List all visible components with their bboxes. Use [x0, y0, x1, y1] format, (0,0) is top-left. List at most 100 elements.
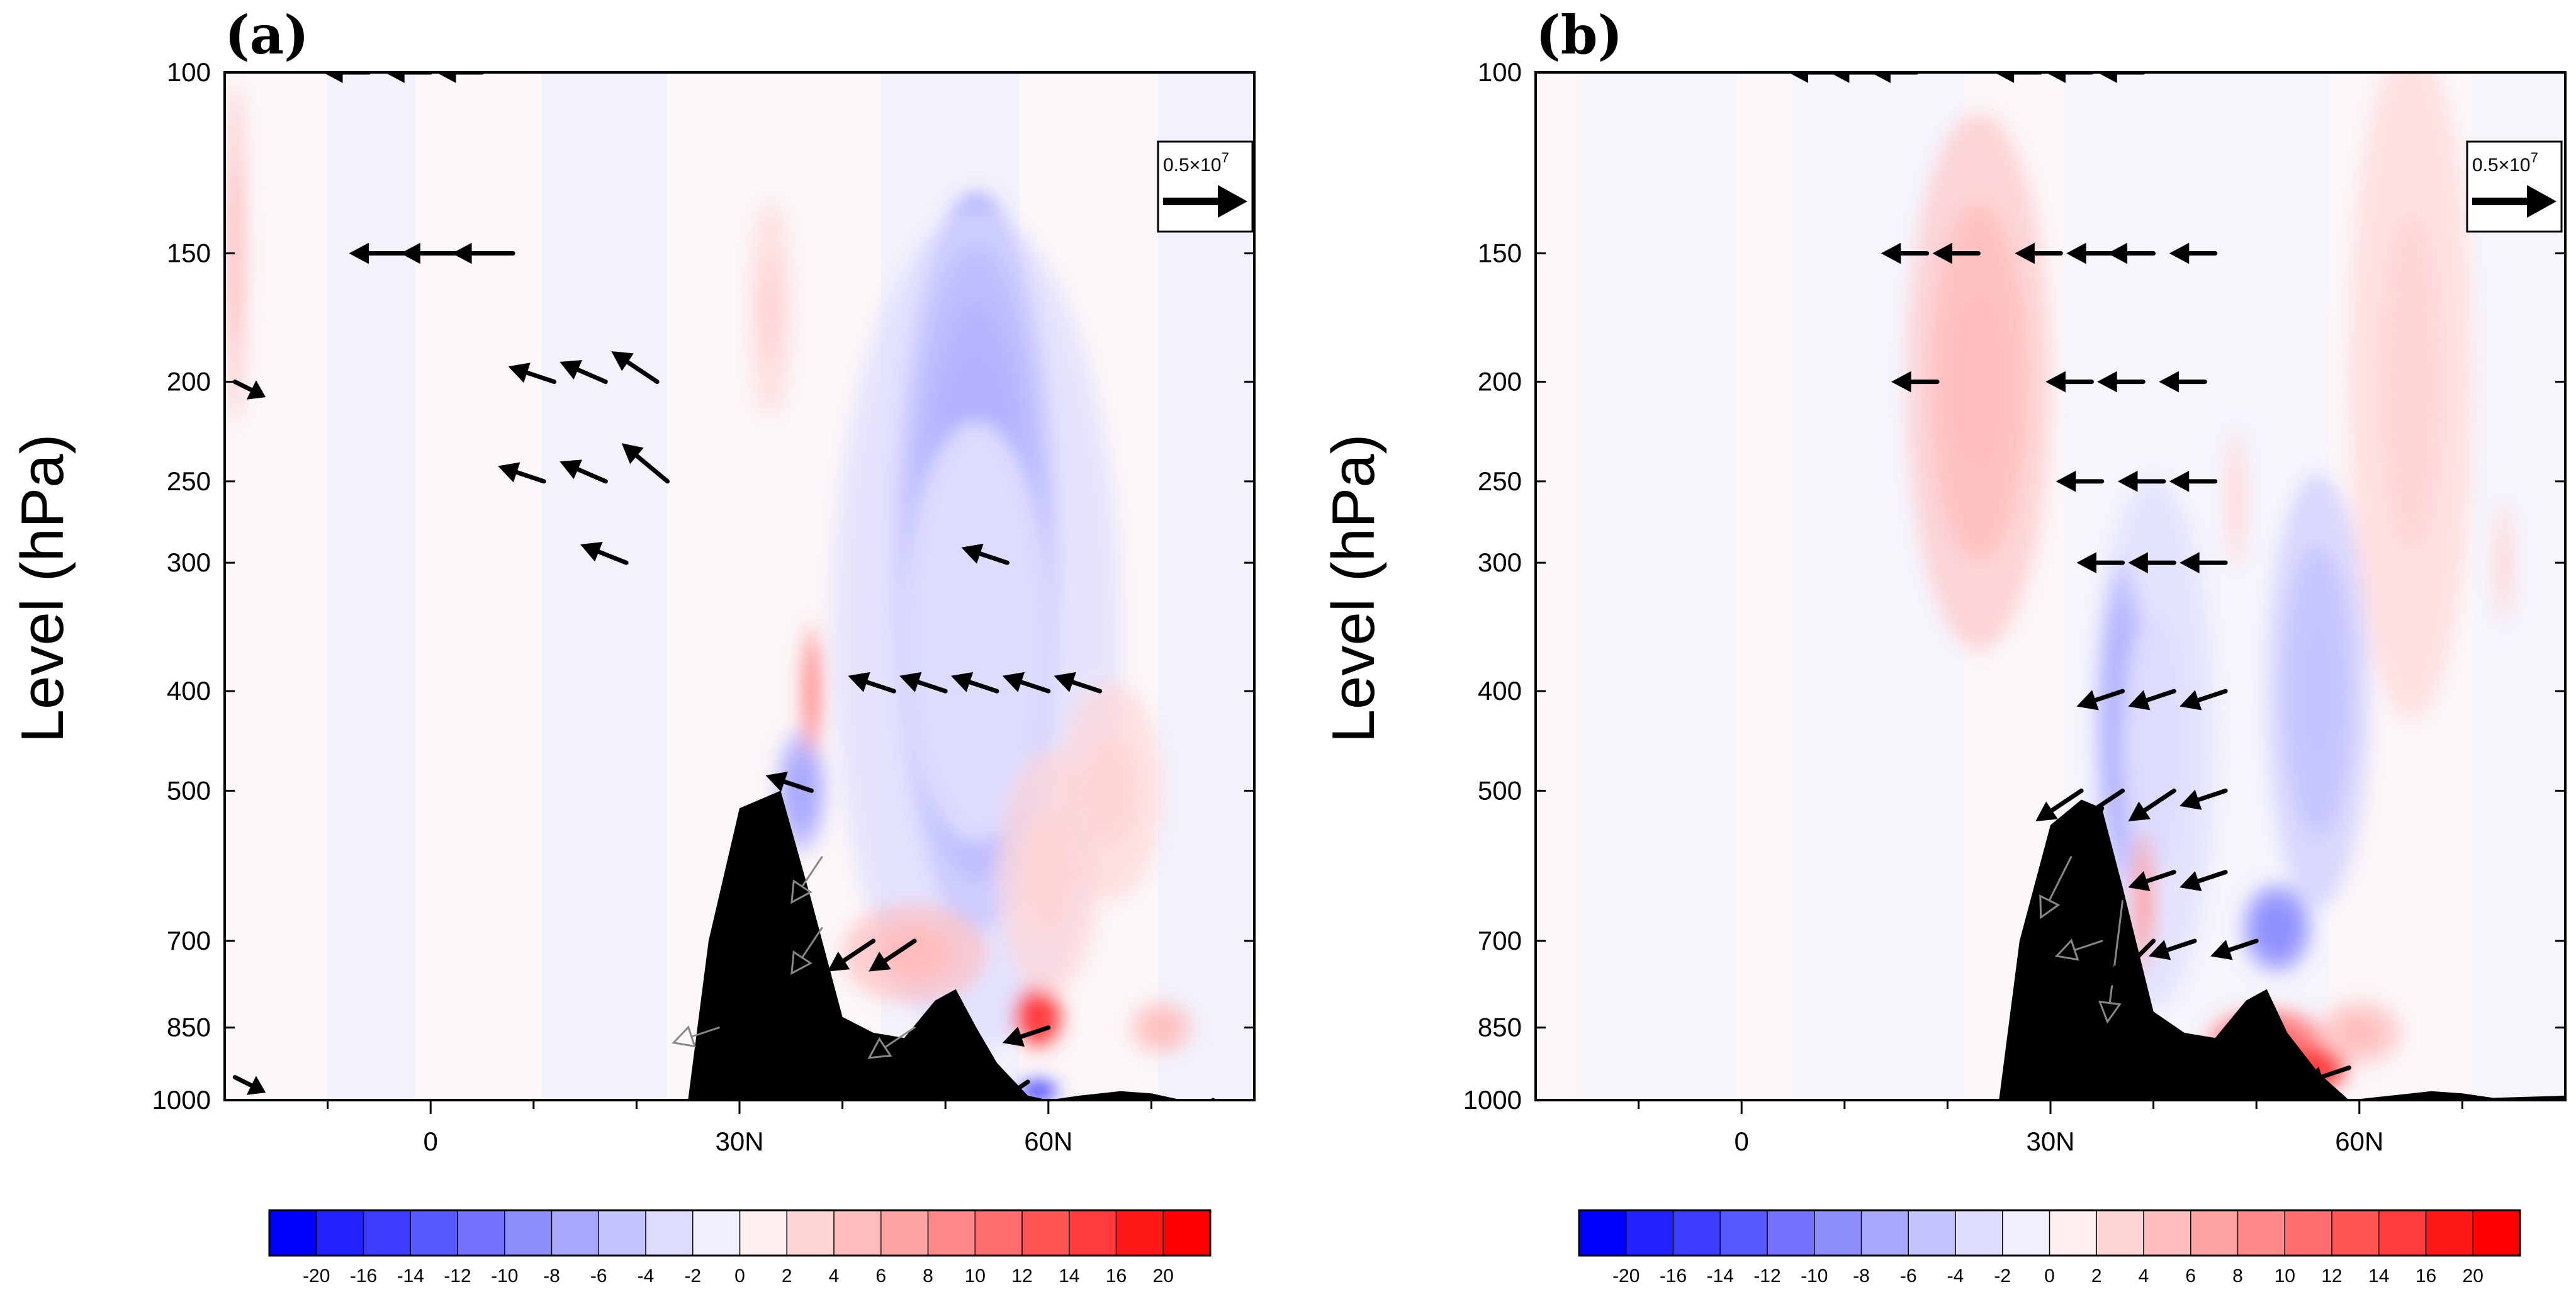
panel-a-ytick-label: 100 [167, 57, 211, 87]
panel-b-colorbar-swatch [1672, 1210, 1721, 1256]
panel-a-vector-11 [560, 459, 608, 484]
panel-a-colorbar-label: -6 [590, 1266, 607, 1286]
panel-b-vector-38 [2303, 1066, 2351, 1087]
panel-b-vector-4 [2045, 72, 2094, 83]
panel-b-colorbar-label: 8 [2232, 1266, 2243, 1286]
panel-a-vector-17 [950, 672, 999, 694]
panel-a-terrain [688, 790, 1254, 1100]
panel-b-colorbar-swatch [2096, 1210, 2145, 1256]
panel-b-terrain [1999, 799, 2565, 1100]
panel-b-colorbar-label: 10 [2275, 1266, 2295, 1286]
panel-a-colorbar-label: 14 [1059, 1266, 1079, 1286]
panel-b-vector-21 [2179, 552, 2228, 573]
panel-b-colorbar-frame [1578, 1209, 2521, 1257]
panel-b-vector-16 [2056, 471, 2105, 492]
panel-b-ytick-label: 200 [1478, 367, 1522, 396]
panel-a-anomaly-10-level-1 [1084, 736, 1136, 846]
panel-b-anomaly-9-level-1 [2498, 532, 2509, 593]
panel-b-vector-31 [2098, 899, 2124, 1024]
panel-b-vector-14 [2097, 371, 2146, 393]
panel-b-colorbar-label: 14 [2368, 1266, 2389, 1286]
panel-b-colorbar-swatch [1814, 1210, 1862, 1256]
panel-a-anomaly-4-level-1 [878, 928, 951, 979]
panel-b-vector-36 [2149, 938, 2197, 960]
panel-b-vector-25 [2035, 788, 2084, 822]
panel-b-vector-11 [2169, 242, 2218, 264]
panel-a-colorbar-label: 2 [782, 1266, 792, 1286]
panel-a-colorbar-swatch [786, 1210, 835, 1256]
panel-a-ref-label: 0.5×107 [1163, 150, 1229, 176]
panel-a-vector-28 [1002, 1025, 1051, 1047]
panel-a-colorbar-label: -8 [543, 1266, 560, 1286]
panel-a-vector-20 [765, 772, 814, 793]
panel-a-vector-10 [498, 462, 546, 484]
panel-b-ytick-label: 300 [1478, 548, 1522, 577]
panel-a-reference-vector: 0.5×107 [1157, 140, 1254, 233]
panel-b-vector-22 [2076, 689, 2125, 711]
panel-a-ytick-label: 1000 [152, 1085, 211, 1115]
panel-b-vector-30 [2039, 856, 2073, 919]
panel-a-xtick-label: 30N [715, 1127, 763, 1156]
panel-a-vector-16 [899, 672, 948, 694]
panel-a-colorbar-swatch [1069, 1210, 1117, 1256]
panel-b-colorbar-label: -20 [1612, 1266, 1640, 1286]
panel-a-colorbar-swatch [363, 1210, 412, 1256]
panel-b-ytick-label: 100 [1478, 57, 1522, 87]
panel-a-ytick-label: 400 [167, 676, 211, 706]
panel-b-vector-12 [1891, 371, 1940, 393]
panel-a-anomaly-3-level-3 [809, 674, 814, 708]
panel-a-vector-14 [961, 543, 1010, 565]
panel-a-colorbar-swatch [316, 1210, 364, 1256]
panel-a-colorbar-swatch [551, 1210, 600, 1256]
panel-b-colorbar-label: -4 [1947, 1266, 1964, 1286]
panel-b-vector-35 [2107, 938, 2156, 987]
panel-a-colorbar-label: -16 [350, 1266, 377, 1286]
panel-a-vector-31 [232, 1075, 266, 1095]
panel-a-colorbar-label: 10 [965, 1266, 986, 1286]
panel-a-vector-5 [452, 242, 515, 264]
panel-b-colorbar-swatch [2378, 1210, 2427, 1256]
panel-b-colorbar-label: 20 [2463, 1266, 2483, 1286]
panel-b-colorbar-swatch [1908, 1210, 1957, 1256]
panel-b-vector-15 [2159, 371, 2207, 393]
panel-a-vector-27 [935, 1040, 969, 1100]
panel-b-vector-20 [2128, 552, 2176, 573]
panel-b-vector-37 [2210, 938, 2259, 960]
panel-a-vector-18 [1002, 672, 1051, 694]
panel-a-vector-2 [436, 72, 485, 83]
panel-a-colorbar-label: -20 [303, 1266, 330, 1286]
panel-a-vector-29 [988, 1079, 1030, 1100]
panel-b-colorbar-label: -16 [1660, 1266, 1687, 1286]
panel-a-vector-19 [1054, 672, 1103, 694]
panel-a-colorbar-swatch [1115, 1210, 1164, 1256]
panel-a-colorbar-swatch [692, 1210, 741, 1256]
panel-b-ylabel: Level (hPa) [1320, 434, 1387, 743]
panel-a-anomaly-8-level-1 [760, 256, 781, 363]
panel-b-anomaly-4-level-4 [2269, 918, 2285, 938]
panel-a-vector-6 [232, 380, 266, 400]
panel-b-colorbar-label: 2 [2091, 1266, 2102, 1286]
panel-a-vector-25 [672, 1025, 720, 1048]
panel-b-colorbar-label: 0 [2044, 1266, 2055, 1286]
panel-a-ref-arrow-head [1218, 185, 1247, 218]
panel-a-colorbar-swatch [739, 1210, 788, 1256]
panel-a-colorbar-label: 12 [1011, 1266, 1032, 1286]
panel-a-colorbar-swatch [410, 1210, 459, 1256]
panel-b-vector-32 [2128, 870, 2176, 892]
panel-b-colorbar-swatch [2190, 1210, 2239, 1256]
panel-b-anomaly-2-level-1 [2122, 610, 2185, 877]
panel-a-anomaly-9-level-1 [230, 169, 240, 337]
panel-b-vector-19 [2076, 552, 2125, 573]
panel-a-vector-13 [580, 542, 629, 565]
panel-b-colorbar-label: 16 [2416, 1266, 2436, 1286]
panel-b-vector-3 [1994, 72, 2043, 83]
panel-b-colorbar-swatch [2331, 1210, 2380, 1256]
panel-b-ytick-label: 250 [1478, 466, 1522, 496]
panel-a-colorbar-label: 16 [1106, 1266, 1127, 1286]
panel-b-anomaly-11-level-1 [2380, 213, 2442, 551]
panel-b-colorbar-label: 12 [2321, 1266, 2342, 1286]
panel-b-vector-27 [2128, 788, 2176, 822]
panel-b-colorbar-swatch [1767, 1210, 1815, 1256]
panel-a-vector-22 [790, 926, 823, 976]
panel-a-vector-9 [611, 351, 660, 385]
